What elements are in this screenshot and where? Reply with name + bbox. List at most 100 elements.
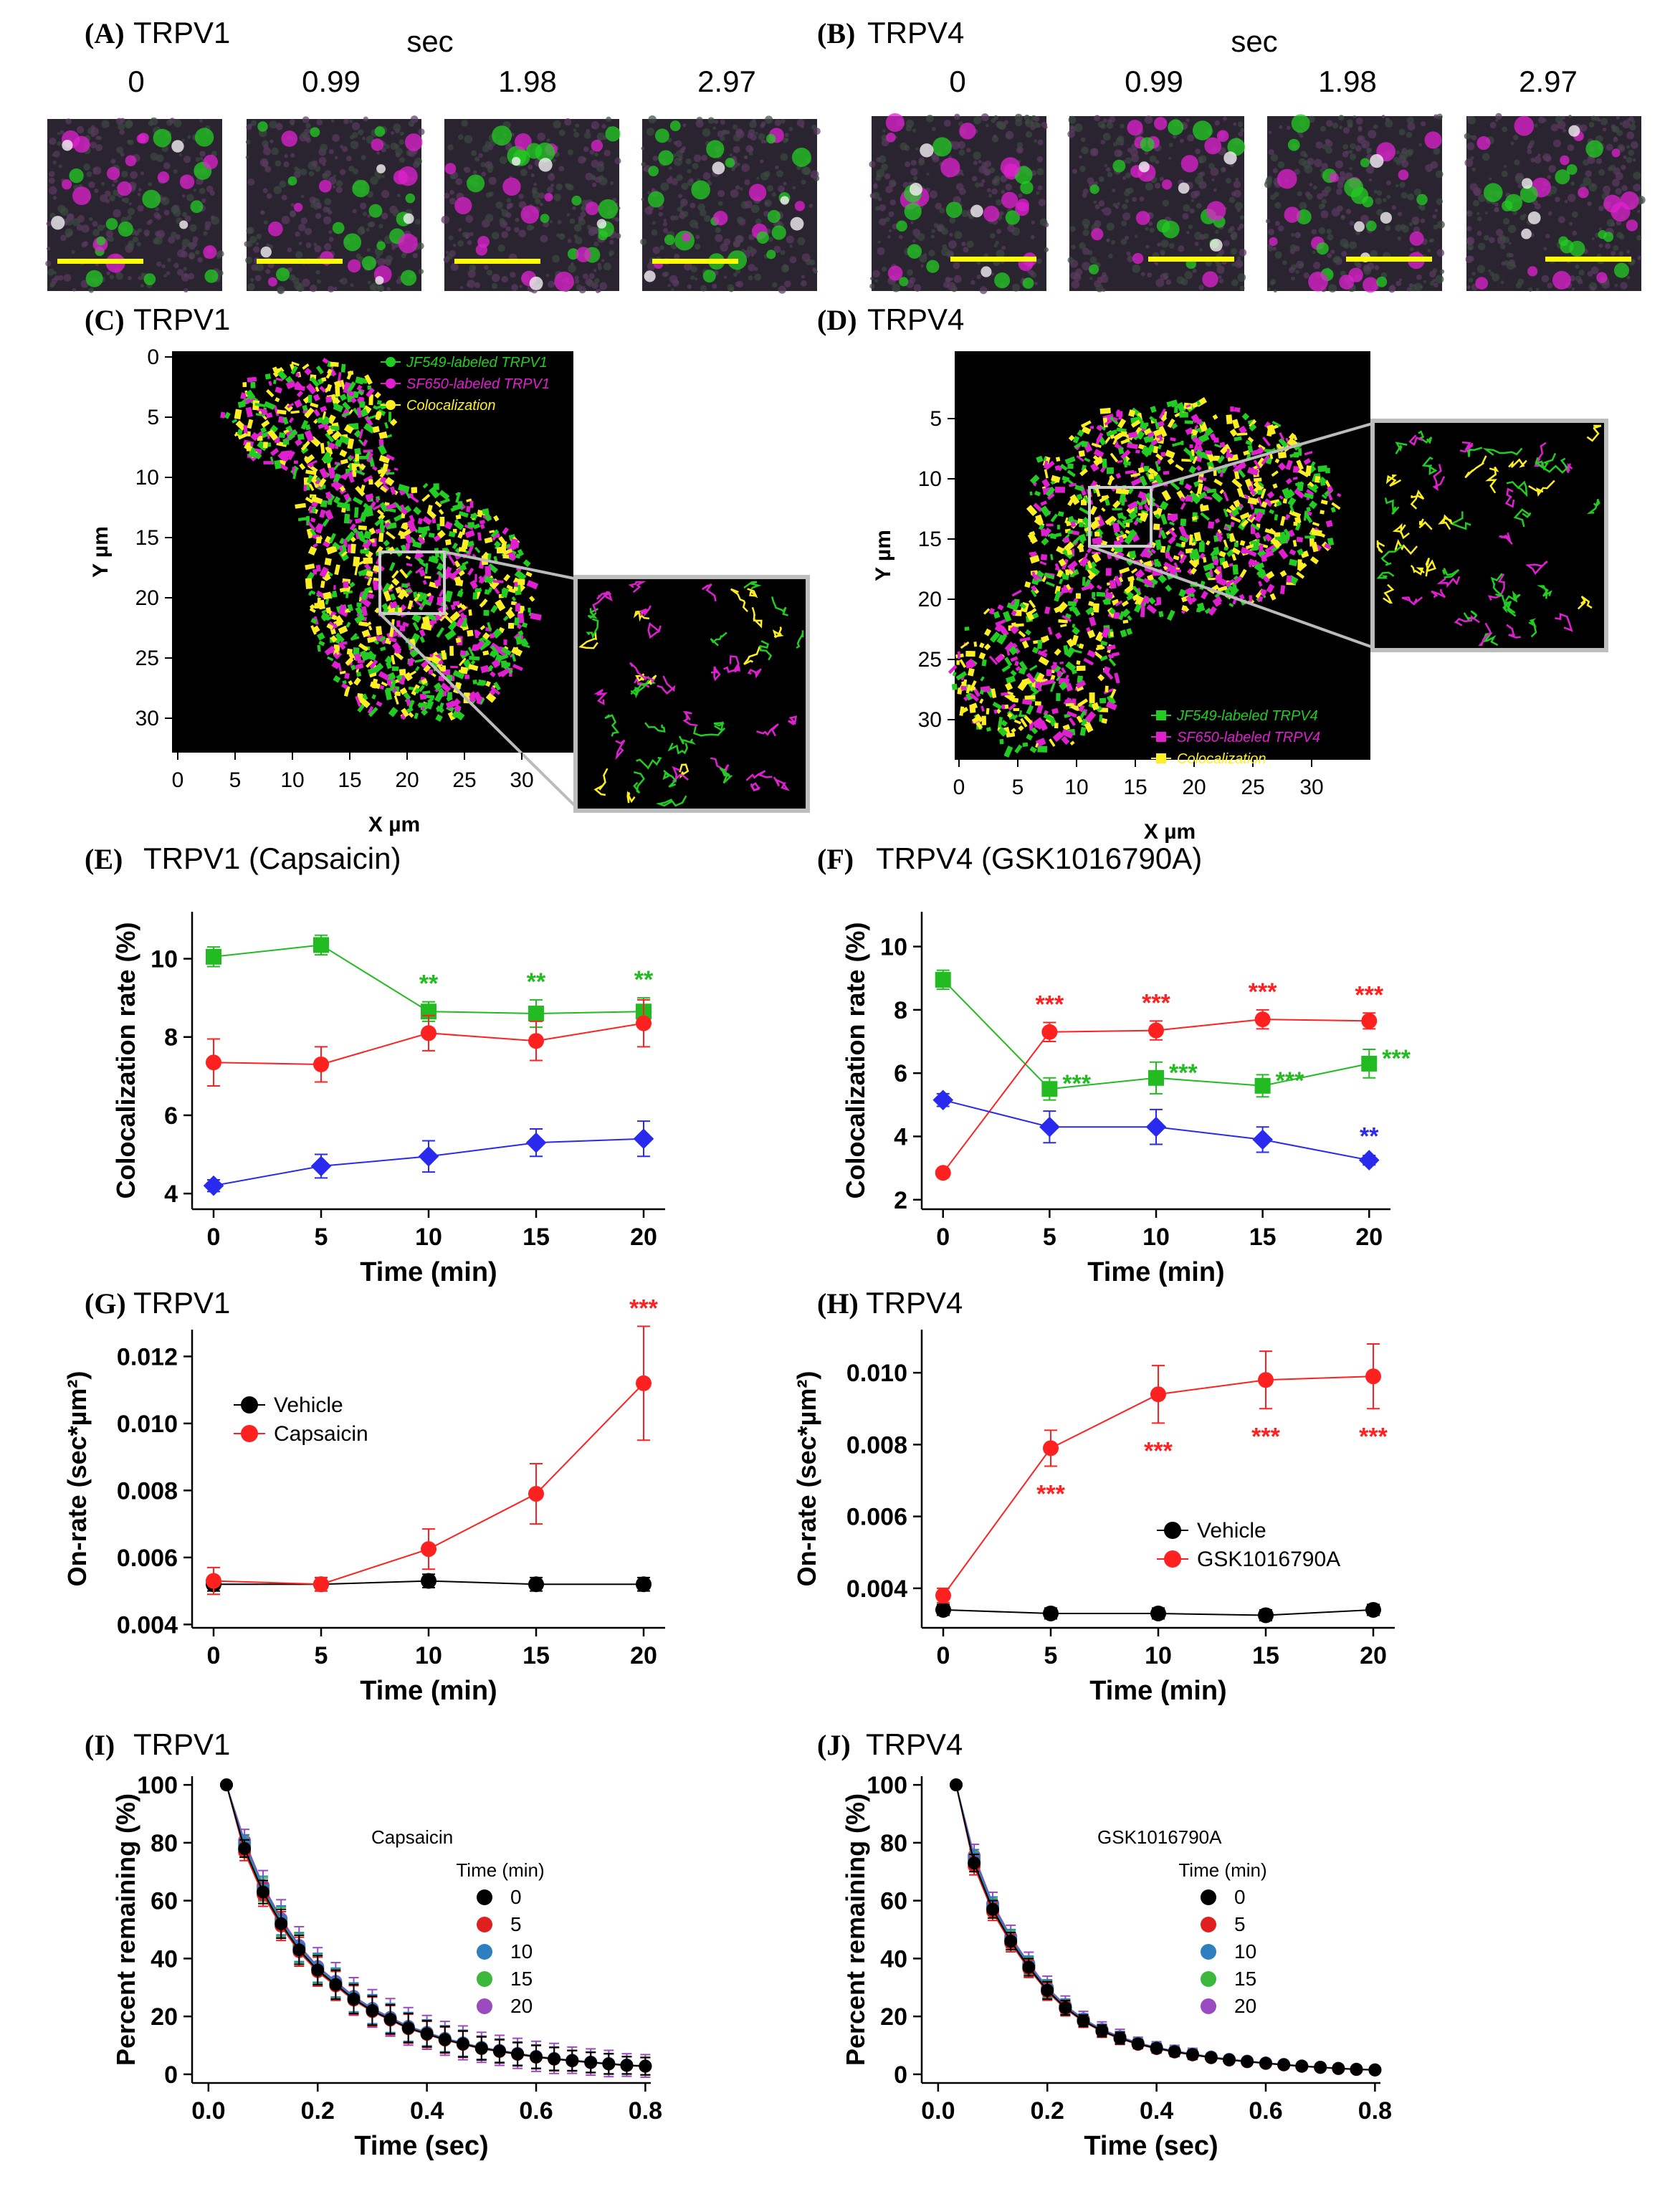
data-point (1041, 1081, 1058, 1097)
y-tick-label: 10 (151, 946, 178, 973)
panel-letter: (E) (85, 843, 123, 875)
data-point (310, 1155, 332, 1177)
y-tick-label: 10 (880, 934, 907, 961)
x-tick-label: 20 (1182, 776, 1206, 799)
data-point (401, 2021, 415, 2035)
microscopy-frame (1464, 113, 1646, 292)
scale-bar (950, 257, 1036, 262)
x-tick-label: 0.8 (1358, 2097, 1392, 2125)
x-tick-label: 15 (1249, 1224, 1277, 1251)
y-tick-label: 20 (918, 588, 942, 611)
legend-marker (386, 400, 396, 410)
data-point (1041, 1024, 1058, 1040)
microscopy-frame (1067, 115, 1247, 292)
y-tick-label: 0.004 (117, 1611, 178, 1639)
data-point (1259, 2056, 1272, 2070)
legend-entry: 10 (510, 1940, 533, 1963)
data-point (1258, 1372, 1274, 1388)
zoom-connector (378, 612, 579, 810)
data-point (584, 2056, 598, 2069)
legend-entry: 0 (1234, 1886, 1246, 1908)
y-tick-label: 30 (135, 707, 159, 730)
zoom-box (378, 550, 446, 615)
data-point (935, 1601, 951, 1618)
data-point (935, 971, 951, 988)
significance-label: ** (527, 968, 546, 996)
chart-H: (H) TRPV4 0 5 10 15 20 0.004 0.006 0.008 0.010 Time… (792, 1286, 1395, 1706)
data-point (1145, 1116, 1167, 1138)
x-tick-label: 15 (523, 1642, 550, 1669)
y-axis-label: Colocalization rate (%) (111, 922, 140, 1198)
microscopy-frames (45, 113, 1646, 295)
data-point (1164, 1550, 1181, 1568)
panelB-sec-label: sec (1231, 24, 1277, 58)
series-green: ** ** ** (206, 934, 654, 1029)
legend-entry: Colocalization (406, 398, 496, 414)
chart-F: (F) TRPV4 (GSK1016790A) 0 5 10 15 20 2 4 6 8 10 Time… (817, 842, 1411, 1287)
legend-entry: GSK1016790A (1197, 1548, 1340, 1571)
data-point (1201, 1998, 1216, 2014)
data-point (257, 1885, 270, 1899)
chart-title: TRPV1 (133, 1727, 230, 1761)
x-tick-label: 30 (510, 768, 533, 792)
legend-marker (1156, 710, 1166, 720)
y-tick-label: 80 (151, 1830, 178, 1857)
data-point (636, 1015, 652, 1031)
significance-label: *** (1036, 1480, 1065, 1507)
significance-label: *** (1251, 1423, 1280, 1450)
significance-label: ** (419, 971, 439, 998)
track-maps: 0 5 10 15 20 25 30 0 5 10 15 20 25 30 X µm Y µm JF549-la… (89, 345, 1608, 844)
x-tick-label: 25 (1241, 776, 1264, 799)
scale-bar (1148, 257, 1234, 262)
series-red (206, 998, 652, 1087)
series-red: *** *** *** *** (935, 978, 1384, 1181)
x-tick-label: 5 (315, 1224, 328, 1251)
data-point (968, 1856, 981, 1870)
data-point (275, 1917, 288, 1930)
data-point (1358, 1150, 1380, 1171)
significance-label: *** (1142, 989, 1170, 1016)
microscopy-frame (45, 117, 224, 293)
x-axis-label: X µm (368, 813, 420, 836)
panelB-time-2: 1.98 (1318, 65, 1377, 98)
x-tick-label: 10 (1064, 776, 1088, 799)
chart-annotation: GSK1016790A (1097, 1826, 1222, 1848)
legend-marker (1156, 732, 1166, 742)
data-point (935, 1587, 951, 1603)
y-tick-label: 6 (894, 1060, 907, 1087)
data-point (1201, 1889, 1216, 1905)
significance-label: *** (1276, 1067, 1304, 1095)
legend-entry: 10 (1234, 1940, 1256, 1963)
legend-entry: 5 (510, 1913, 522, 1935)
y-tick-label: 25 (135, 647, 159, 670)
y-tick-label: 8 (894, 997, 907, 1024)
data-point (477, 1971, 492, 1987)
data-point (1039, 1116, 1060, 1138)
data-point (206, 1054, 221, 1071)
data-point (1365, 1601, 1381, 1618)
data-point (1201, 1917, 1216, 1932)
y-tick-label: 100 (867, 1772, 907, 1799)
panel-letter: (J) (817, 1729, 851, 1761)
data-point (347, 1992, 361, 2006)
x-tick-label: 15 (1252, 1642, 1279, 1669)
data-point (1361, 1013, 1378, 1029)
data-point (1077, 2014, 1090, 2028)
panelD-title: TRPV4 (867, 302, 964, 336)
significance-label: *** (629, 1295, 658, 1322)
y-axis-label: On-rate (sec*µm²) (62, 1371, 92, 1587)
significance-label: *** (1036, 991, 1064, 1019)
panel-letter: (F) (817, 843, 854, 875)
data-point (1277, 2058, 1291, 2072)
data-point (1254, 1077, 1271, 1094)
zoom-connector (1089, 545, 1375, 649)
panelB-letter: (B) (817, 17, 855, 49)
data-point (1022, 1960, 1036, 1974)
data-point (525, 1132, 547, 1153)
y-tick-label: 40 (151, 1945, 178, 1973)
x-axis-label: Time (sec) (1084, 2131, 1218, 2161)
y-tick-label: 4 (894, 1123, 907, 1150)
x-axis-label: X µm (1144, 820, 1196, 844)
data-point (329, 1978, 343, 1991)
data-point (313, 1576, 329, 1593)
